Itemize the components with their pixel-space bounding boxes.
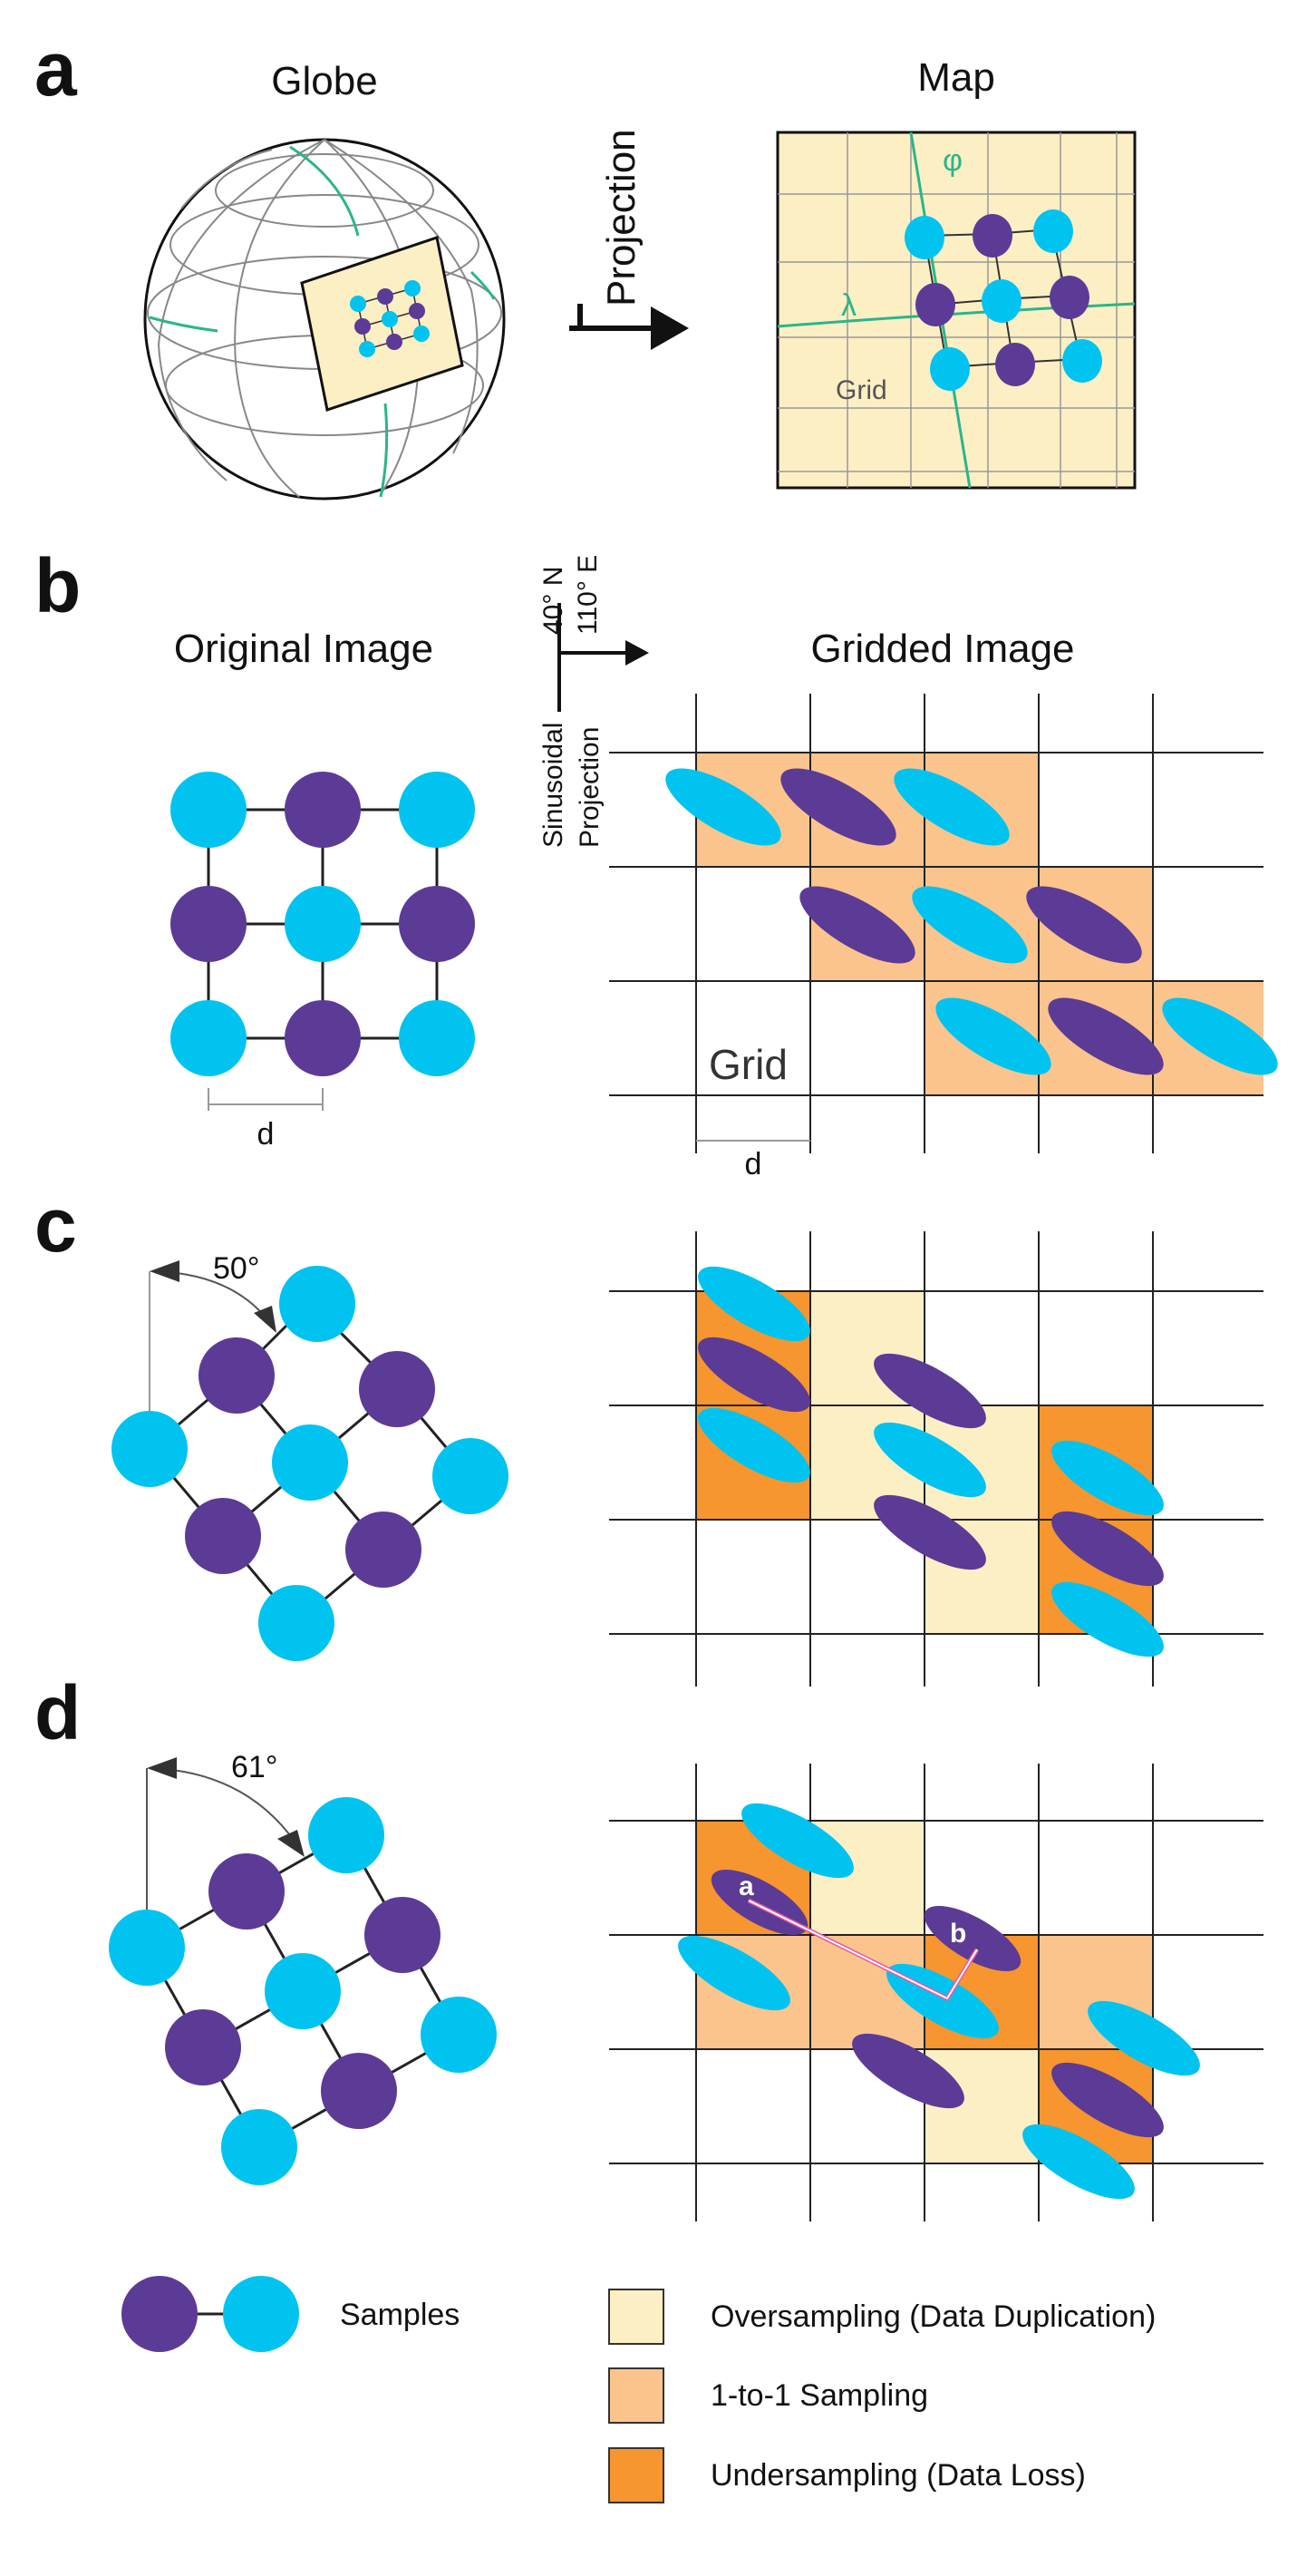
legend-undersampling-label: Undersampling (Data Loss) [711, 2458, 1086, 2493]
panel-a-letter: a [34, 26, 78, 112]
legend-swatch-oversampling [608, 2289, 664, 2345]
original-image-title: Original Image [174, 627, 433, 671]
angle-label-d: 61° [231, 1750, 277, 1784]
gridded-grid-label: Grid [709, 1041, 788, 1088]
gridded-image-title: Gridded Image [810, 627, 1074, 671]
globe [143, 138, 506, 501]
panel-b-letter: b [34, 543, 81, 628]
legend-one-to-one-label: 1-to-1 Sampling [711, 2378, 928, 2413]
panel-d-letter: d [34, 1670, 81, 1755]
latitude-label: 40° N [538, 567, 568, 635]
point-a-label: a [739, 1871, 754, 1901]
legend-sample-cyan [223, 2276, 299, 2352]
legend-sample-purple [121, 2276, 198, 2352]
globe-title: Globe [271, 59, 377, 103]
gridded-image-c [609, 1231, 1263, 1687]
legend [121, 2276, 664, 2503]
legend-samples-label: Samples [340, 2298, 460, 2332]
original-spacing-label: d [257, 1117, 275, 1152]
sinusoidal-label: Sinusoidal [538, 723, 568, 848]
map [776, 131, 1137, 490]
sinusoidal-arrow [557, 603, 649, 712]
original-image-grid [170, 772, 475, 1111]
map-title: Map [917, 55, 995, 100]
gridded-image-d [609, 1764, 1263, 2221]
gridded-spacing-label: d [745, 1147, 762, 1181]
longitude-label: 110° E [573, 555, 603, 635]
projection-arrow [569, 304, 689, 350]
point-b-label: b [950, 1919, 966, 1949]
legend-swatch-one-to-one [608, 2367, 664, 2424]
phi-label: φ [943, 143, 963, 178]
projection-label: Projection [599, 129, 644, 306]
legend-oversampling-label: Oversampling (Data Duplication) [711, 2299, 1156, 2334]
gridded-image-b [609, 694, 1278, 1153]
projection-label-b: Projection [575, 727, 605, 848]
rotated-image-c [111, 1260, 508, 1661]
map-grid-label: Grid [836, 375, 887, 405]
legend-swatch-undersampling [608, 2447, 664, 2503]
lambda-label: λ [841, 288, 857, 323]
rotated-image-d [109, 1757, 497, 2185]
angle-label-c: 50° [213, 1251, 259, 1286]
panel-c-letter: c [34, 1182, 77, 1268]
